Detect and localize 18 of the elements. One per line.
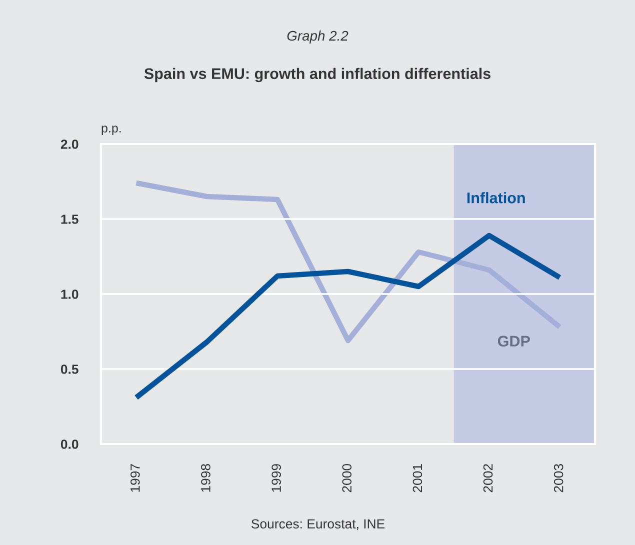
y-tick-label: 0.0 [60, 440, 78, 449]
text: Inflation [467, 192, 525, 204]
y-tick-label: 1.0 [61, 290, 78, 299]
chart-subtitle: Graph 2.2 [287, 30, 348, 44]
y-tick-label: 0.5 [60, 364, 78, 374]
x-tick-label: 2003 [554, 464, 564, 492]
y-tick-label: 2.0 [60, 140, 78, 149]
series-label: GDP [498, 336, 530, 347]
x-tick-label: 1998 [201, 464, 210, 492]
x-tick-label: 1999 [272, 464, 281, 492]
y-axis-title: p.p. [102, 126, 121, 135]
x-tick-label: 1997 [130, 464, 140, 492]
x-tick-label: 2001 [412, 464, 422, 492]
chart-title: Spain vs EMU: growth and inflation differentials [144, 68, 490, 82]
source-note: Sources: Eurostat, INE [252, 519, 385, 530]
y-tick-label: 1.5 [61, 214, 78, 224]
x-tick-label: 2002 [483, 464, 493, 492]
x-tick-label: 2000 [342, 464, 352, 492]
